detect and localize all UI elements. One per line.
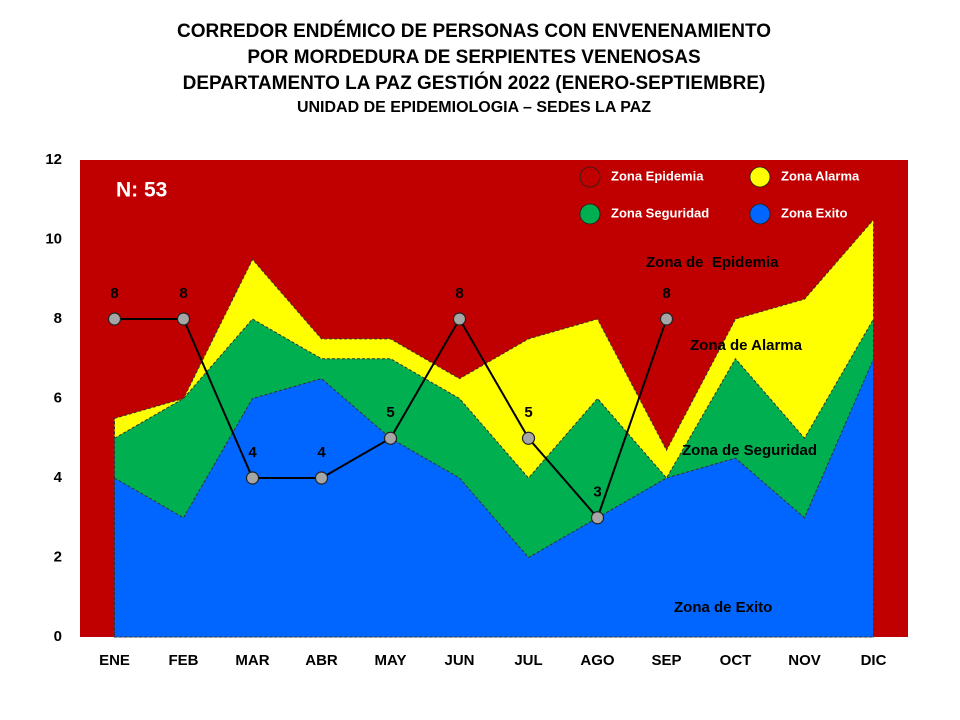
x-tick-label: MAY	[375, 652, 407, 669]
data-label: 8	[179, 285, 187, 302]
y-tick-label: 6	[54, 389, 62, 406]
x-tick-label: MAR	[235, 652, 269, 669]
chart-title: POR MORDEDURA DE SERPIENTES VENENOSAS	[247, 47, 700, 68]
legend-marker	[579, 166, 601, 188]
area	[114, 358, 874, 638]
legend-label: Zona Seguridad	[611, 205, 709, 220]
legend-marker	[749, 203, 771, 225]
data-label: 4	[317, 444, 326, 461]
x-tick-label: ENE	[99, 652, 130, 669]
y-tick-label: 8	[54, 310, 62, 327]
annotation: Zona de Epidemia	[646, 254, 779, 271]
y-tick-label: 2	[54, 548, 62, 565]
data-label: 8	[455, 285, 463, 302]
legend-marker	[749, 166, 771, 188]
y-tick-label: 4	[54, 469, 63, 486]
x-tick-label: AGO	[580, 652, 615, 669]
point	[107, 312, 122, 326]
point	[383, 431, 398, 445]
y-tick-label: 12	[45, 151, 62, 168]
data-label: 8	[662, 285, 670, 302]
annotation: Zona de Seguridad	[682, 442, 817, 459]
point	[452, 312, 467, 326]
x-tick-label: JUN	[444, 652, 474, 669]
x-tick-label: OCT	[720, 652, 752, 669]
x-tick-label: SEP	[651, 652, 681, 669]
point	[314, 471, 329, 485]
x-tick-label: JUL	[514, 652, 542, 669]
x-tick-label: ABR	[305, 652, 338, 669]
legend-label: Zona Alarma	[781, 168, 860, 183]
y-tick-label: 10	[45, 230, 62, 247]
data-label: 8	[110, 285, 118, 302]
legend-label: Zona Exito	[781, 205, 848, 220]
legend-label: Zona Epidemia	[611, 168, 704, 183]
x-tick-label: NOV	[788, 652, 821, 669]
y-tick-label: 0	[54, 628, 62, 645]
data-label: 3	[593, 484, 601, 501]
data-label: 5	[524, 404, 532, 421]
point	[521, 431, 536, 445]
point	[659, 312, 674, 326]
data-label: 4	[248, 444, 257, 461]
legend-marker	[579, 203, 601, 225]
chart-title: CORREDOR ENDÉMICO DE PERSONAS CON ENVENE…	[177, 20, 771, 42]
point	[176, 312, 191, 326]
x-tick-label: DIC	[861, 652, 887, 669]
point	[590, 511, 605, 525]
annotation: Zona de Exito	[674, 599, 772, 616]
data-label: 5	[386, 404, 394, 421]
chart-subtitle: UNIDAD DE EPIDEMIOLOGIA – SEDES LA PAZ	[297, 99, 651, 116]
point	[245, 471, 260, 485]
x-tick-label: FEB	[169, 652, 199, 669]
annotation: N: 53	[116, 179, 167, 202]
annotation: Zona de Alarma	[690, 337, 803, 354]
chart-title: DEPARTAMENTO LA PAZ GESTIÓN 2022 (ENERO-…	[183, 72, 766, 94]
